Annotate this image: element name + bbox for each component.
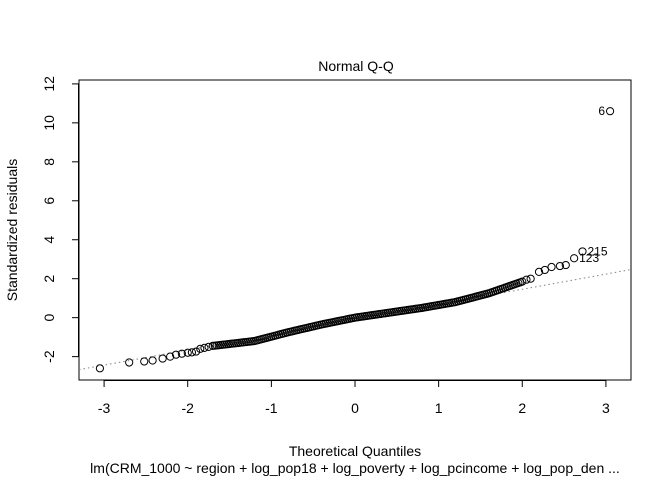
x-axis-label: Theoretical Quantiles: [289, 443, 421, 459]
data-point: [158, 354, 167, 363]
data-point: [526, 274, 535, 283]
data-point: [540, 265, 549, 275]
data-point: [125, 358, 134, 367]
x-tick-label: 0: [351, 400, 359, 416]
point-label: 215: [587, 244, 607, 258]
y-tick-label: -2: [41, 350, 57, 363]
data-point: [166, 352, 175, 361]
x-tick-label: 2: [518, 400, 526, 416]
point-label: 6: [598, 104, 605, 118]
model-formula: lm(CRM_1000 ~ region + log_pop18 + log_p…: [90, 460, 620, 476]
x-tick-label: -3: [98, 400, 111, 416]
data-point: [555, 261, 565, 271]
data-point: [561, 260, 570, 270]
data-point: [148, 356, 157, 365]
y-tick-label: 10: [41, 115, 57, 131]
data-point: [177, 349, 186, 358]
data-point: [578, 247, 587, 256]
y-tick-label: 12: [41, 76, 57, 92]
data-point: [522, 275, 531, 284]
data-point: [191, 347, 201, 356]
y-tick-label: 0: [41, 314, 57, 322]
data-point: [534, 267, 544, 276]
chart-title: Normal Q-Q: [318, 58, 394, 74]
data-point: [95, 364, 105, 373]
data-point: [171, 350, 181, 359]
y-axis: -2 0 2 4 6 8 10 12: [41, 76, 79, 363]
data-point: [196, 344, 205, 353]
data-point: [183, 348, 192, 357]
data-point: [547, 262, 556, 272]
data-points-layer: [95, 107, 615, 373]
y-tick-label: 4: [41, 236, 57, 244]
data-point: [605, 107, 615, 116]
data-point: [140, 357, 149, 366]
data-point: [187, 348, 197, 357]
y-tick-label: 8: [41, 158, 57, 166]
point-label: 123: [579, 251, 599, 265]
plot-frame: [78, 79, 632, 381]
y-tick-label: 2: [41, 275, 57, 283]
y-axis-label: Standardized residuals: [4, 159, 20, 301]
x-tick-label: 3: [602, 400, 610, 416]
data-point: [200, 343, 209, 352]
x-tick-label: 1: [435, 400, 443, 416]
x-tick-label: -2: [182, 400, 195, 416]
x-tick-label: -1: [265, 400, 278, 416]
data-point: [518, 277, 527, 286]
y-tick-label: 6: [41, 197, 57, 205]
data-point: [204, 342, 213, 351]
x-axis: -3 -2 -1 0 1 2 3: [98, 380, 610, 416]
data-point: [570, 254, 579, 263]
